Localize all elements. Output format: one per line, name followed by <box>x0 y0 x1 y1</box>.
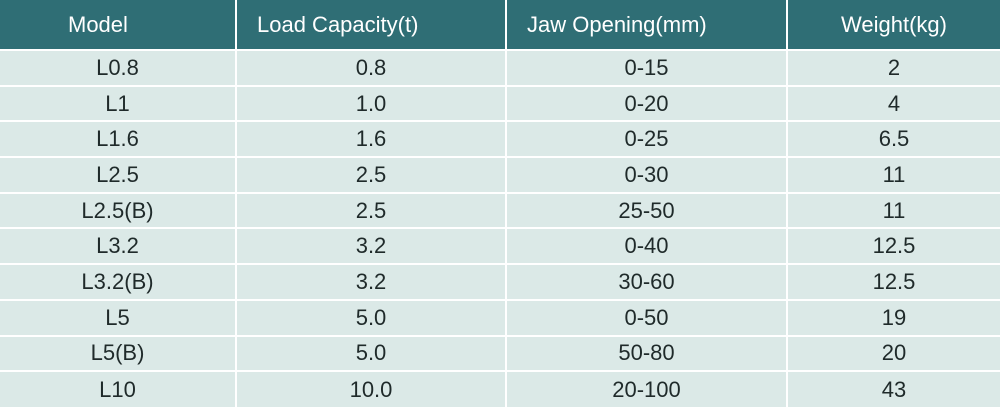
table-row: L3.2(B) 3.2 30-60 12.5 <box>0 263 1000 300</box>
header-row: Model Load Capacity(t) Jaw Opening(mm) W… <box>0 0 1000 50</box>
table-row: L1 1.0 0-20 4 <box>0 84 1000 122</box>
cell-jaw-opening: 25-50 <box>506 191 788 229</box>
cell-jaw-opening: 0-20 <box>506 84 788 122</box>
cell-jaw-opening: 30-60 <box>506 263 788 300</box>
cell-model: L3.2(B) <box>0 263 237 300</box>
cell-weight: 12.5 <box>787 263 1000 300</box>
cell-weight: 11 <box>787 191 1000 229</box>
cell-model: L10 <box>0 370 237 407</box>
table-row: L2.5 2.5 0-30 11 <box>0 156 1000 193</box>
table-row: L0.8 0.8 0-15 2 <box>0 49 1000 86</box>
cell-weight: 20 <box>787 334 1000 372</box>
header-load-capacity: Load Capacity(t) <box>236 0 507 50</box>
cell-model: L1 <box>0 84 237 122</box>
cell-model: L2.5(B) <box>0 191 237 229</box>
table-row: L10 10.0 20-100 43 <box>0 370 1000 407</box>
cell-weight: 4 <box>787 84 1000 122</box>
table-row: L3.2 3.2 0-40 12.5 <box>0 227 1000 265</box>
cell-jaw-opening: 0-30 <box>506 156 788 193</box>
table-header: Model Load Capacity(t) Jaw Opening(mm) W… <box>0 0 1000 50</box>
cell-model: L1.6 <box>0 120 237 158</box>
header-model: Model <box>0 0 237 50</box>
cell-jaw-opening: 0-40 <box>506 227 788 265</box>
table-row: L5(B) 5.0 50-80 20 <box>0 334 1000 372</box>
table-row: L1.6 1.6 0-25 6.5 <box>0 120 1000 158</box>
header-weight: Weight(kg) <box>787 0 1000 50</box>
cell-jaw-opening: 0-50 <box>506 298 788 336</box>
cell-load-capacity: 5.0 <box>236 334 507 372</box>
cell-load-capacity: 2.5 <box>236 156 507 193</box>
table-row: L2.5(B) 2.5 25-50 11 <box>0 191 1000 229</box>
cell-load-capacity: 1.6 <box>236 120 507 158</box>
table-body: L0.8 0.8 0-15 2 L1 1.0 0-20 4 L1.6 1.6 0… <box>0 49 1000 407</box>
cell-model: L3.2 <box>0 227 237 265</box>
table-row: L5 5.0 0-50 19 <box>0 298 1000 336</box>
cell-model: L0.8 <box>0 49 237 86</box>
cell-load-capacity: 2.5 <box>236 191 507 229</box>
cell-model: L5 <box>0 298 237 336</box>
cell-load-capacity: 5.0 <box>236 298 507 336</box>
cell-load-capacity: 3.2 <box>236 227 507 265</box>
cell-load-capacity: 10.0 <box>236 370 507 407</box>
cell-jaw-opening: 50-80 <box>506 334 788 372</box>
cell-weight: 2 <box>787 49 1000 86</box>
cell-model: L2.5 <box>0 156 237 193</box>
header-jaw-opening: Jaw Opening(mm) <box>506 0 788 50</box>
cell-jaw-opening: 20-100 <box>506 370 788 407</box>
cell-load-capacity: 1.0 <box>236 84 507 122</box>
cell-model: L5(B) <box>0 334 237 372</box>
cell-jaw-opening: 0-15 <box>506 49 788 86</box>
cell-weight: 12.5 <box>787 227 1000 265</box>
cell-load-capacity: 3.2 <box>236 263 507 300</box>
cell-weight: 11 <box>787 156 1000 193</box>
cell-weight: 6.5 <box>787 120 1000 158</box>
cell-weight: 19 <box>787 298 1000 336</box>
cell-weight: 43 <box>787 370 1000 407</box>
cell-jaw-opening: 0-25 <box>506 120 788 158</box>
cell-load-capacity: 0.8 <box>236 49 507 86</box>
